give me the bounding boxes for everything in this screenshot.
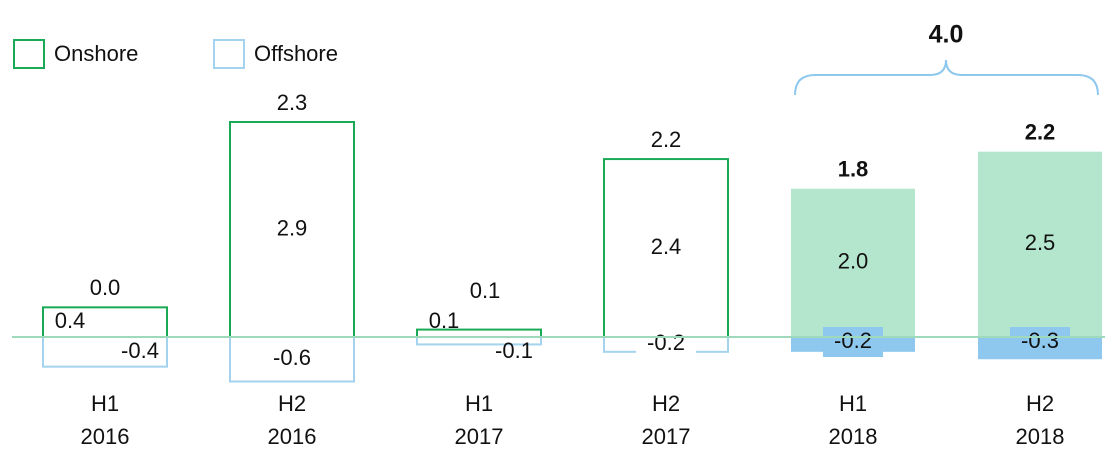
- bracket: [794, 59, 1099, 96]
- total-label: 2.2: [651, 127, 682, 152]
- value-label: -0.2: [647, 330, 685, 355]
- value-label: -0.1: [495, 338, 533, 363]
- total-label: 2.2: [1025, 119, 1056, 144]
- label-background: [636, 329, 696, 359]
- total-label: 0.0: [90, 275, 121, 300]
- x-tick-label: H2: [652, 391, 680, 416]
- x-tick-label: 2016: [81, 424, 130, 449]
- x-tick-label: H1: [839, 391, 867, 416]
- total-label: 2.3: [277, 90, 308, 115]
- value-label: -0.4: [121, 338, 159, 363]
- x-tick-label: 2017: [642, 424, 691, 449]
- annotation: 4.0: [929, 21, 964, 49]
- x-tick-label: 2018: [1016, 424, 1065, 449]
- legend-label: Onshore: [54, 41, 138, 66]
- bar-segment: [603, 158, 729, 338]
- label-background: [823, 327, 883, 357]
- bar-segment: [978, 151, 1102, 337]
- x-tick-label: 2016: [268, 424, 317, 449]
- x-tick-label: 2018: [829, 424, 878, 449]
- value-label: 2.4: [651, 234, 682, 259]
- total-label: 0.1: [470, 278, 501, 303]
- x-tick-label: H1: [465, 391, 493, 416]
- value-label: -0.2: [834, 328, 872, 353]
- bar-segment: [42, 336, 168, 368]
- value-label: 0.1: [429, 308, 460, 333]
- x-tick-label: H2: [278, 391, 306, 416]
- label-background: [1010, 327, 1070, 357]
- bar-segment: [229, 121, 355, 338]
- x-tick-label: 2017: [455, 424, 504, 449]
- x-tick-label: H2: [1026, 391, 1054, 416]
- value-label: 0.4: [55, 308, 86, 333]
- legend-swatch: [13, 39, 45, 69]
- value-label: 2.9: [277, 215, 308, 240]
- legend-label: Offshore: [254, 41, 338, 66]
- x-tick-label: H1: [91, 391, 119, 416]
- value-label: -0.3: [1021, 328, 1059, 353]
- value-label: -0.6: [273, 345, 311, 370]
- total-label: 1.8: [838, 157, 869, 182]
- value-label: 2.0: [838, 249, 869, 274]
- bar-segment: [229, 336, 355, 383]
- bar-segment: [791, 188, 915, 337]
- value-label: 2.5: [1025, 230, 1056, 255]
- legend-swatch: [213, 39, 245, 69]
